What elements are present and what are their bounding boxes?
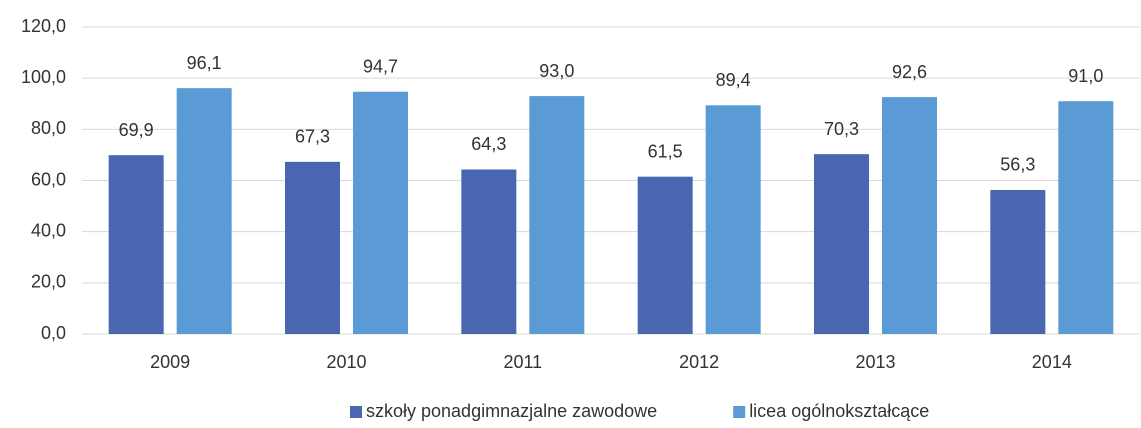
x-tick-label: 2014 — [1032, 352, 1072, 372]
value-label: 92,6 — [892, 62, 927, 82]
value-label: 70,3 — [824, 119, 859, 139]
y-tick-label: 120,0 — [21, 16, 66, 36]
value-label: 93,0 — [539, 61, 574, 81]
bar — [176, 88, 232, 334]
y-tick-label: 80,0 — [31, 118, 66, 138]
value-label: 69,9 — [119, 120, 154, 140]
legend-swatch — [733, 406, 746, 418]
x-tick-label: 2013 — [855, 352, 895, 372]
value-label: 91,0 — [1068, 66, 1103, 86]
y-tick-label: 40,0 — [31, 220, 66, 240]
bar — [814, 154, 869, 334]
bar — [285, 161, 340, 334]
bar — [529, 96, 585, 334]
y-tick-label: 0,0 — [41, 323, 66, 343]
y-tick-label: 60,0 — [31, 169, 66, 189]
bar — [705, 105, 761, 334]
legend-label: licea ogólnokształcące — [749, 401, 929, 421]
value-label: 89,4 — [716, 70, 751, 90]
bar — [461, 169, 517, 334]
value-label: 56,3 — [1000, 155, 1035, 175]
x-tick-label: 2011 — [503, 352, 542, 372]
value-label: 67,3 — [295, 127, 330, 147]
legend-label: szkoły ponadgimnazjalne zawodowe — [366, 401, 657, 421]
value-label: 61,5 — [648, 141, 683, 161]
x-tick-label: 2009 — [150, 352, 190, 372]
bar — [108, 155, 164, 334]
bar — [990, 189, 1046, 334]
bar — [1058, 101, 1114, 334]
bar — [882, 97, 937, 335]
value-label: 96,1 — [187, 53, 222, 73]
legend-swatch — [350, 406, 362, 418]
value-label: 94,7 — [363, 56, 398, 76]
bar — [637, 176, 693, 334]
y-tick-label: 20,0 — [31, 272, 66, 292]
bar — [353, 91, 408, 334]
x-tick-label: 2010 — [326, 352, 366, 372]
value-label: 64,3 — [471, 134, 506, 154]
x-tick-label: 2012 — [679, 352, 719, 372]
y-tick-label: 100,0 — [21, 67, 66, 87]
